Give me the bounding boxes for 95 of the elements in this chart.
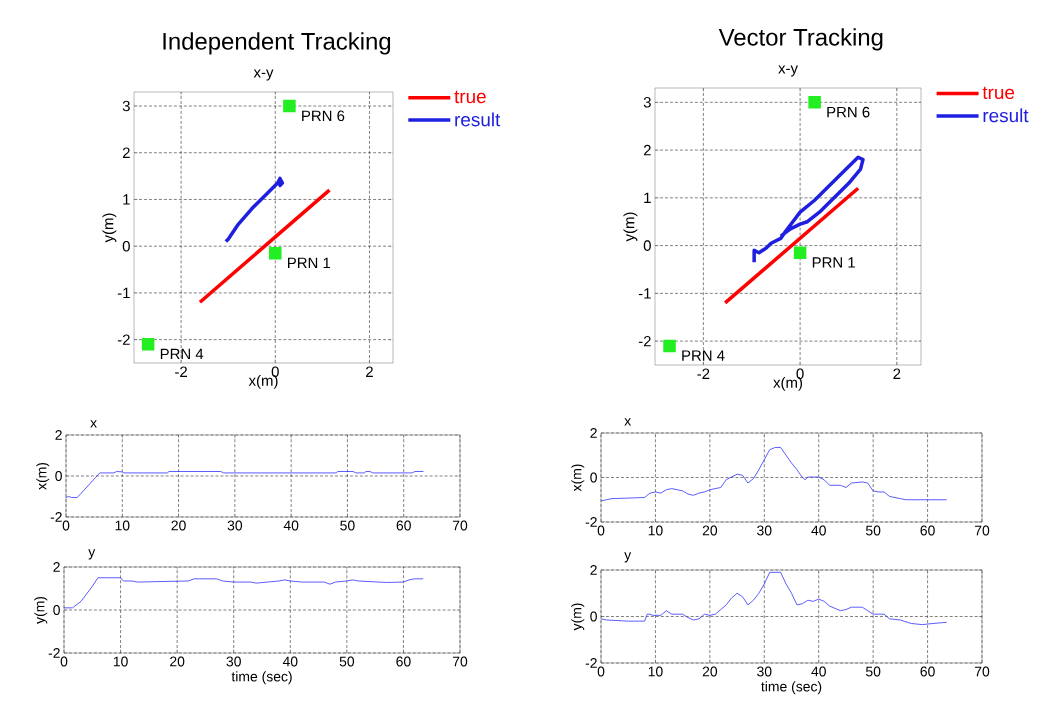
y-axis-title: x(m)	[571, 464, 585, 492]
x-tick-label: 20	[170, 656, 185, 667]
chart-title: x	[90, 420, 97, 428]
x-tick-label: 50	[340, 520, 355, 531]
x-tick-label: 10	[115, 520, 130, 531]
line-series	[600, 447, 948, 502]
chart-title: Vector Tracking	[718, 28, 883, 51]
x-tick-label: 70	[452, 656, 468, 667]
x-tick-label: 0	[796, 368, 804, 380]
annotation: PRN 1	[812, 257, 855, 268]
x-tick-label: -2	[175, 366, 187, 377]
y-tick-label: -1	[117, 287, 130, 299]
legend-label: result	[983, 108, 1029, 123]
x-tick-label: 60	[920, 525, 935, 536]
y-tick-label: 0	[590, 611, 597, 622]
x-tick-label: 40	[811, 525, 826, 536]
x-tick-label: 2	[893, 368, 901, 379]
y-tick-label: 1	[123, 194, 130, 205]
x-tick-label: 0	[597, 525, 605, 536]
y-tick-label: -2	[50, 512, 62, 522]
x-tick-label: 10	[648, 525, 663, 536]
x-tick-label: 20	[702, 666, 718, 677]
point	[283, 99, 296, 113]
chart-subtitle: x-y	[253, 69, 274, 81]
x-tick-label: 40	[282, 656, 298, 667]
x-tick-label: 30	[226, 656, 241, 667]
y-tick-label: 0	[590, 472, 597, 483]
chart-title: y	[88, 549, 96, 560]
y-axis-title: y(m)	[623, 212, 638, 242]
y-axis-title: y(m)	[102, 213, 117, 243]
point	[269, 246, 282, 260]
x-tick-label: 50	[865, 666, 881, 677]
annotation: PRN 4	[160, 348, 204, 360]
annotation: PRN 6	[827, 106, 870, 118]
annotation: PRN 4	[682, 350, 725, 361]
line-series	[65, 471, 424, 498]
x-tick-label: 10	[648, 666, 663, 677]
line-series	[63, 577, 424, 609]
y-tick-label: -1	[638, 288, 651, 299]
y-tick-label: 2	[590, 428, 597, 438]
x-tick-label: 2	[366, 366, 373, 377]
x-tick-label: 60	[920, 666, 935, 677]
y-axis-title: y(m)	[571, 603, 585, 631]
x-tick-label: 10	[113, 656, 128, 667]
point	[141, 338, 155, 351]
x-tick-label: 70	[974, 525, 990, 536]
y-tick-label: 3	[122, 100, 130, 112]
annotation: PRN 1	[288, 257, 331, 268]
y-tick-label: 2	[590, 565, 597, 575]
y-tick-label: -2	[638, 335, 651, 347]
y-tick-label: 3	[643, 97, 651, 108]
legend-label: true	[982, 86, 1015, 100]
x-tick-label: 30	[227, 520, 243, 531]
y-tick-label: 2	[53, 562, 60, 572]
x-tick-label: 20	[171, 520, 186, 531]
chart-title: y	[624, 552, 632, 563]
x-tick-label: 40	[283, 520, 299, 531]
annotation: PRN 6	[302, 110, 345, 122]
line-series	[600, 571, 948, 626]
x-tick-label: 30	[757, 666, 772, 677]
x-tick-label: 30	[757, 525, 772, 536]
legend-label: true	[454, 90, 486, 104]
chart-title: Independent Tracking	[163, 32, 391, 55]
chart-title: x	[624, 418, 632, 426]
x-tick-label: 20	[702, 525, 718, 536]
line-series	[224, 176, 285, 244]
y-tick-label: 0	[122, 240, 130, 252]
x-tick-label: 50	[339, 656, 355, 667]
y-tick-label: 0	[643, 240, 651, 251]
y-tick-label: -2	[117, 334, 130, 345]
x-tick-label: 60	[396, 520, 411, 531]
y-tick-label: 2	[55, 430, 62, 440]
y-tick-label: 2	[643, 144, 651, 156]
chart-subtitle: x-y	[778, 65, 798, 77]
x-tick-label: 60	[396, 656, 411, 667]
x-tick-label: 40	[811, 666, 826, 677]
y-tick-label: -2	[48, 648, 60, 658]
x-tick-label: -2	[697, 368, 710, 379]
y-tick-label: 1	[644, 192, 651, 203]
y-tick-label: 0	[53, 605, 60, 615]
point	[793, 246, 807, 260]
point	[808, 96, 821, 109]
x-tick-label: 50	[865, 525, 881, 536]
x-tick-label: 0	[597, 666, 605, 677]
legend-label: result	[455, 112, 501, 127]
x-tick-label: 70	[452, 520, 468, 531]
y-tick-label: 0	[55, 471, 62, 481]
x-tick-label: 70	[974, 666, 990, 677]
x-axis-title: time (sec)	[761, 681, 822, 695]
y-axis-title: x(m)	[36, 462, 50, 490]
y-tick-label: 2	[122, 147, 130, 158]
x-tick-label: 0	[62, 520, 70, 531]
x-axis-title: time (sec)	[231, 671, 292, 685]
point	[663, 339, 676, 353]
y-axis-title: y(m)	[34, 596, 48, 624]
